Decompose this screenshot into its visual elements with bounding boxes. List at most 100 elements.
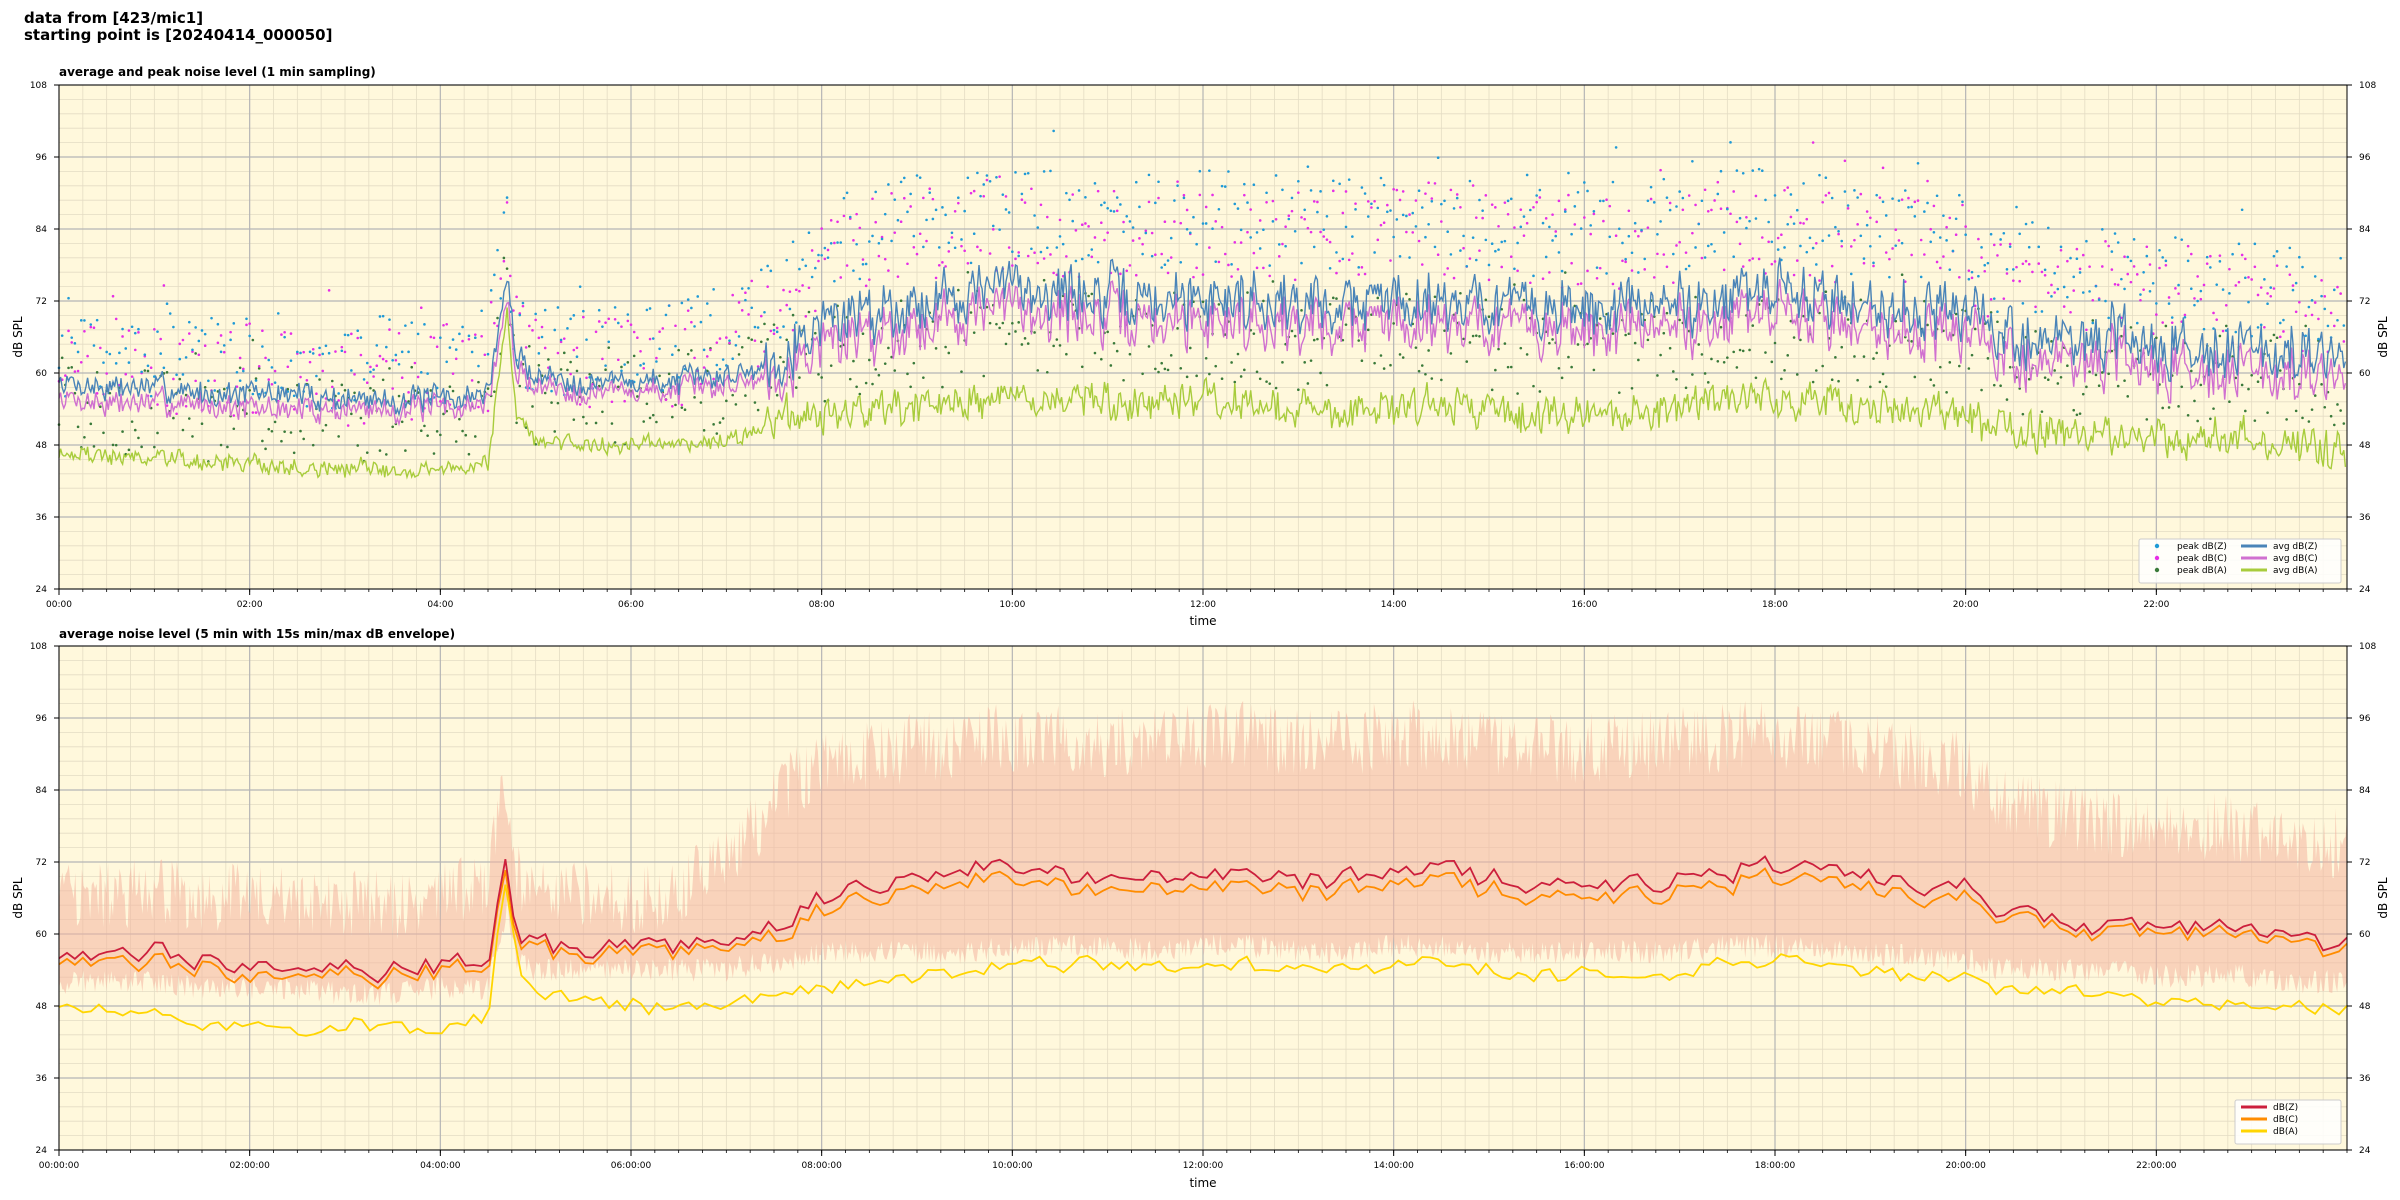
peak-point [2202,327,2206,331]
bottom-chart-axes: 00:00:00 02:00:00 04:00:00 06:00:00 08:00:00… [30,642,2377,1171]
peak-point [1996,254,1999,257]
peak-point [1691,373,1694,376]
peak-point [1274,217,1278,221]
peak-point [2091,321,2095,325]
y-tick-label-left: 72 [36,858,47,868]
peak-point [2199,383,2203,387]
peak-point [988,179,992,183]
peak-point [1497,224,1500,228]
peak-point [254,411,258,414]
peak-point [1637,234,1640,238]
peak-point [1745,215,1748,219]
peak-point [2027,245,2031,249]
peak-point [2120,334,2123,338]
peak-point [737,353,741,356]
peak-point [1366,215,1370,218]
peak-point [299,351,302,355]
peak-point [779,336,782,339]
peak-point [934,208,938,212]
line-db-a- [58,884,2348,1037]
peak-point [1452,276,1456,280]
peak-point [1001,321,1005,325]
peak-point [759,314,763,318]
peak-point [1509,255,1513,259]
peak-point [693,396,696,399]
peak-point [2123,255,2126,259]
peak-point [2253,242,2257,246]
peak-point [1055,246,1059,249]
peak-point [651,413,655,417]
peak-point [712,288,715,291]
peak-point [1414,225,1418,228]
peak-point [1357,339,1361,342]
peak-point [2094,373,2098,377]
peak-point [1792,222,1796,225]
peak-point [2339,256,2342,260]
top-chart-xlabel: time [1189,614,1216,628]
peak-point [1446,267,1449,270]
peak-point [2275,250,2279,253]
peak-point [801,258,804,261]
peak-point [165,371,169,374]
peak-point [985,174,989,177]
peak-point [1420,206,1424,209]
peak-point [655,360,658,363]
peak-point [1011,250,1014,254]
peak-point [1646,338,1650,342]
peak-point [2291,284,2295,287]
peak-point [1328,303,1332,306]
peak-point [1090,255,1094,259]
peak-point [2189,287,2193,290]
peak-point [1014,257,1017,261]
peak-point [2031,221,2034,224]
peak-point [76,425,80,429]
peak-point [588,372,591,376]
peak-point [1119,272,1122,276]
y-tick-label-right: 60 [2359,930,2371,940]
peak-point [680,403,684,407]
peak-point [1598,317,1602,320]
peak-point [779,309,782,312]
x-tick-label: 20:00:00 [1945,1161,1986,1171]
peak-point [1077,189,1081,192]
peak-point [1106,330,1109,334]
peak-point [1093,351,1097,355]
peak-point [1605,312,1608,316]
peak-point [667,372,671,376]
peak-point [1633,229,1637,233]
peak-point [2050,295,2053,298]
peak-point [461,325,464,329]
peak-point [766,285,769,288]
peak-point [1544,255,1548,259]
peak-point [1509,197,1513,201]
peak-point [1875,220,1878,224]
peak-point [407,350,410,354]
peak-point [1554,230,1558,233]
peak-point [1948,268,1952,271]
peak-point [432,452,436,455]
peak-point [404,449,407,452]
peak-point [362,422,366,425]
peak-point [1557,366,1561,370]
peak-point [1538,196,1542,199]
peak-point [820,253,823,257]
peak-point [1065,191,1068,195]
peak-point [969,311,973,314]
peak-point [2317,337,2320,341]
peak-point [124,372,128,376]
peak-point [1751,324,1755,327]
peak-point [461,429,464,433]
peak-point [238,356,242,360]
peak-point [1748,348,1751,352]
peak-point [1087,254,1090,257]
peak-point [597,308,601,312]
peak-point [1846,204,1850,207]
peak-point [1694,203,1697,207]
peak-point [1297,179,1300,183]
peak-point [918,176,922,179]
peak-point [829,364,833,367]
peak-point [2120,277,2123,281]
peak-point [114,443,118,447]
peak-point [883,362,887,365]
peak-point [130,325,134,329]
